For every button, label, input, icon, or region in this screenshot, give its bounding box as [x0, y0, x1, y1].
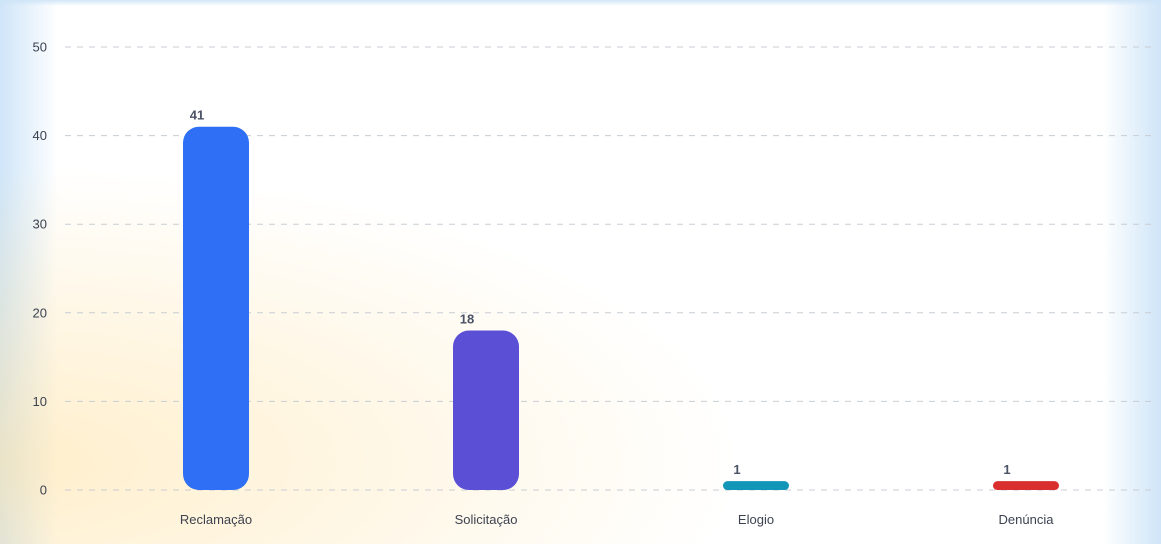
data-label: 18	[460, 312, 474, 327]
y-axis-ticks: 0 10 20 30 40 50	[33, 40, 47, 498]
x-tick-label: Reclamação	[180, 512, 252, 527]
bar-elogio[interactable]	[723, 481, 789, 490]
bar-reclamação[interactable]	[183, 126, 249, 491]
x-tick-label: Solicitação	[455, 512, 518, 527]
data-labels: 41 18 1 1	[190, 108, 1011, 477]
top-edge-shade	[0, 0, 1161, 6]
data-label: 1	[733, 462, 740, 477]
data-label: 1	[1003, 462, 1010, 477]
bar-denúncia[interactable]	[993, 481, 1059, 490]
y-tick-label: 30	[33, 217, 47, 232]
y-tick-label: 40	[33, 128, 47, 143]
y-tick-label: 0	[40, 483, 47, 498]
y-tick-label: 20	[33, 305, 47, 320]
y-tick-label: 10	[33, 394, 47, 409]
x-axis-ticks: Reclamação Solicitação Elogio Denúncia	[180, 512, 1054, 527]
x-tick-label: Denúncia	[999, 512, 1055, 527]
y-tick-label: 50	[33, 40, 47, 55]
bars	[183, 126, 1059, 491]
bar-solicitação[interactable]	[453, 330, 519, 490]
data-label: 41	[190, 108, 204, 123]
x-tick-label: Elogio	[738, 512, 774, 527]
